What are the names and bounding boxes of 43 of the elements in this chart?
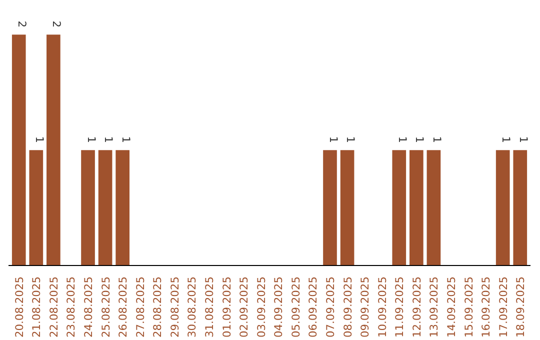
x-tick-label: 24.08.2025 — [82, 276, 96, 338]
data-label: 1 — [119, 136, 132, 144]
x-tick-label: 17.09.2025 — [496, 276, 510, 338]
data-label: 1 — [500, 136, 513, 144]
x-tick-label: 16.09.2025 — [480, 276, 493, 338]
x-tick-label: 22.08.2025 — [47, 276, 60, 338]
x-tick-label: 28.08.2025 — [151, 276, 164, 338]
data-label: 1 — [413, 136, 426, 144]
data-label: 2 — [50, 20, 64, 28]
x-tick-label: 08.09.2025 — [341, 276, 354, 338]
x-tick-label: 06.09.2025 — [306, 276, 320, 338]
x-tick-label: 20.08.2025 — [12, 276, 26, 338]
data-label: 1 — [326, 136, 340, 144]
x-tick-label: 03.09.2025 — [254, 276, 268, 338]
x-tick-label: 14.09.2025 — [444, 276, 458, 338]
x-tick-label: 26.08.2025 — [116, 276, 130, 338]
x-tick-label: 05.09.2025 — [289, 276, 302, 338]
data-label: 1 — [102, 136, 116, 144]
data-label: 2 — [16, 20, 29, 28]
x-tick-label: 11.09.2025 — [393, 276, 406, 338]
x-tick-label: 01.09.2025 — [220, 276, 234, 338]
data-label: 1 — [396, 136, 409, 144]
x-tick-label: 04.09.2025 — [272, 276, 286, 338]
x-tick-label: 29.08.2025 — [168, 276, 182, 338]
x-tick-label: 02.09.2025 — [238, 276, 251, 338]
data-label: 1 — [32, 136, 46, 144]
x-tick-label: 12.09.2025 — [410, 276, 424, 338]
x-tick-label: 10.09.2025 — [376, 276, 389, 338]
data-label: 1 — [84, 136, 98, 144]
x-tick-label: 27.08.2025 — [134, 276, 147, 338]
x-tick-label: 23.08.2025 — [64, 276, 78, 338]
x-tick-label: 30.08.2025 — [186, 276, 199, 338]
data-label: 1 — [430, 136, 444, 144]
x-tick-label: 31.08.2025 — [203, 276, 216, 338]
x-tick-label: 25.08.2025 — [99, 276, 112, 338]
data-label: 1 — [516, 136, 530, 144]
data-label: 1 — [344, 136, 358, 144]
x-tick-label: 15.09.2025 — [462, 276, 476, 338]
x-tick-label: 09.09.2025 — [358, 276, 372, 338]
x-tick-label: 18.09.2025 — [514, 276, 528, 338]
x-tick-label: 07.09.2025 — [324, 276, 337, 338]
x-tick-label: 13.09.2025 — [428, 276, 441, 338]
x-tick-label: 21.08.2025 — [30, 276, 44, 338]
